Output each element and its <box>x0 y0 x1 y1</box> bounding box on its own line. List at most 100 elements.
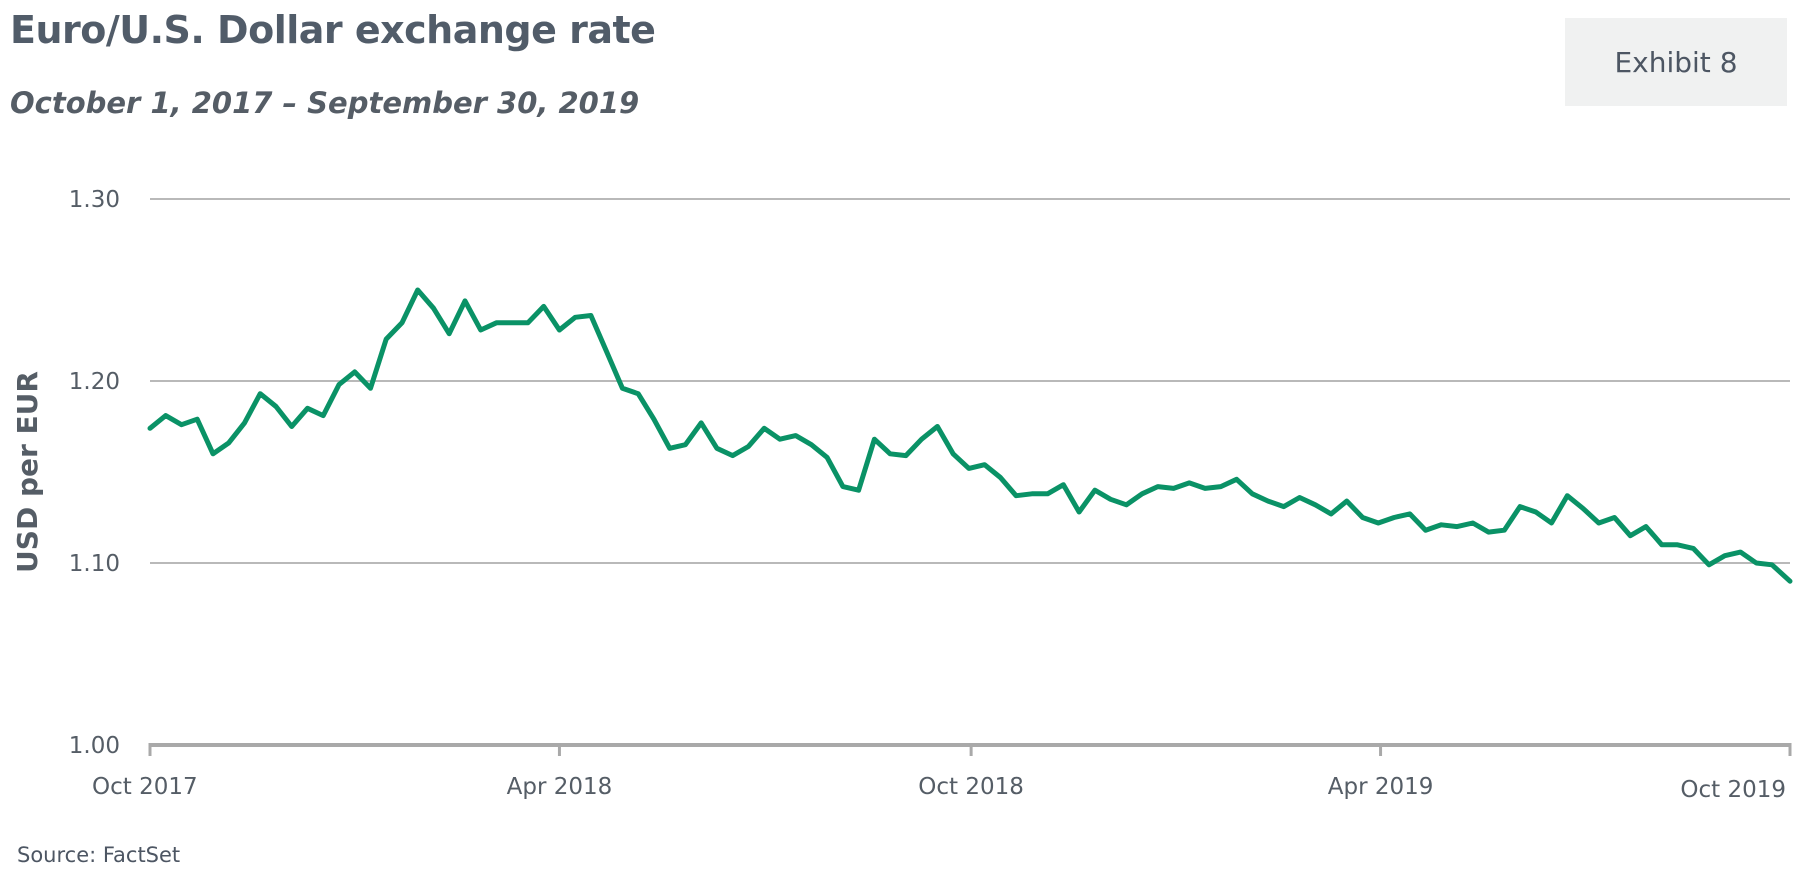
data-point <box>557 328 562 333</box>
data-point <box>1250 491 1255 496</box>
data-point <box>478 328 483 333</box>
data-point <box>1502 528 1507 533</box>
data-point <box>809 442 814 447</box>
series-layer <box>147 287 1793 584</box>
data-point <box>148 426 153 431</box>
data-point <box>352 369 357 374</box>
data-point <box>195 417 200 422</box>
data-point <box>699 420 704 425</box>
data-point <box>1644 524 1649 529</box>
data-point <box>447 331 452 336</box>
data-point <box>463 298 468 303</box>
data-point <box>368 386 373 391</box>
data-point <box>1470 521 1475 526</box>
data-point <box>1077 510 1082 515</box>
data-point <box>651 417 656 422</box>
data-point <box>211 451 216 456</box>
data-point <box>998 475 1003 480</box>
data-point <box>714 446 719 451</box>
y-tick-label: 1.20 <box>69 369 120 395</box>
data-point <box>1014 493 1019 498</box>
data-point <box>431 306 436 311</box>
data-point <box>1313 502 1318 507</box>
data-point <box>1092 488 1097 493</box>
data-point <box>667 446 672 451</box>
data-point <box>321 413 326 418</box>
data-point <box>1124 502 1129 507</box>
data-point <box>1659 542 1664 547</box>
data-point <box>337 382 342 387</box>
data-point <box>1140 491 1145 496</box>
data-point <box>400 320 405 325</box>
data-point <box>1754 561 1759 566</box>
x-tick-label: Oct 2019 <box>1680 777 1786 803</box>
data-point <box>762 426 767 431</box>
data-point <box>620 386 625 391</box>
y-tick-label: 1.10 <box>69 551 120 577</box>
data-point <box>1770 562 1775 567</box>
data-point <box>1281 504 1286 509</box>
data-point <box>1675 542 1680 547</box>
data-point <box>1329 511 1334 516</box>
data-point <box>494 320 499 325</box>
data-point <box>1266 499 1271 504</box>
data-point <box>872 437 877 442</box>
exhibit-badge: Exhibit 8 <box>1565 18 1787 106</box>
data-point <box>919 437 924 442</box>
data-point <box>683 442 688 447</box>
chart-subtitle: October 1, 2017 – September 30, 2019 <box>10 86 640 120</box>
data-point <box>1029 491 1034 496</box>
data-point <box>1203 486 1208 491</box>
data-point <box>1187 480 1192 485</box>
data-point <box>1234 477 1239 482</box>
data-point <box>588 313 593 318</box>
data-point <box>966 466 971 471</box>
data-point <box>1549 521 1554 526</box>
data-point <box>242 420 247 425</box>
data-point <box>573 315 578 320</box>
data-point <box>384 337 389 342</box>
data-point <box>1722 553 1727 558</box>
data-point <box>1218 484 1223 489</box>
data-point <box>1738 550 1743 555</box>
line-chart: 1.00 1.10 1.20 1.30 Oct 2017 Apr 2018 Oct 2018… <box>11 187 1793 803</box>
data-point <box>1423 528 1428 533</box>
data-point <box>1439 522 1444 527</box>
axis-layer <box>148 743 1792 756</box>
data-point <box>1707 562 1712 567</box>
data-point <box>856 488 861 493</box>
data-point <box>903 453 908 458</box>
x-tick-label: Apr 2018 <box>507 774 613 800</box>
data-point <box>289 424 294 429</box>
label-layer: 1.00 1.10 1.20 1.30 Oct 2017 Apr 2018 Oct 2018… <box>11 187 1786 803</box>
data-point <box>1691 546 1696 551</box>
data-point <box>1596 521 1601 526</box>
data-point <box>1788 579 1793 584</box>
data-point <box>226 440 231 445</box>
data-point <box>1628 533 1633 538</box>
source-note: Source: FactSet <box>17 843 181 867</box>
data-point <box>415 288 420 293</box>
data-point <box>1612 515 1617 520</box>
series-line <box>147 287 1793 584</box>
y-tick-label: 1.00 <box>69 733 120 759</box>
data-point <box>1045 491 1050 496</box>
y-tick-label: 1.30 <box>69 187 120 213</box>
data-point <box>1486 530 1491 535</box>
data-point <box>746 444 751 449</box>
data-point <box>604 349 609 354</box>
data-point <box>541 304 546 309</box>
data-point <box>1155 484 1160 489</box>
data-point <box>951 451 956 456</box>
exhibit-label: Exhibit 8 <box>1614 45 1738 79</box>
data-point <box>982 462 987 467</box>
data-point <box>1407 511 1412 516</box>
data-point <box>1061 482 1066 487</box>
data-point <box>1297 495 1302 500</box>
data-point <box>179 422 184 427</box>
data-point <box>1455 524 1460 529</box>
data-point <box>258 391 263 396</box>
data-point <box>777 437 782 442</box>
grid-layer <box>150 198 1790 564</box>
data-point <box>1392 515 1397 520</box>
